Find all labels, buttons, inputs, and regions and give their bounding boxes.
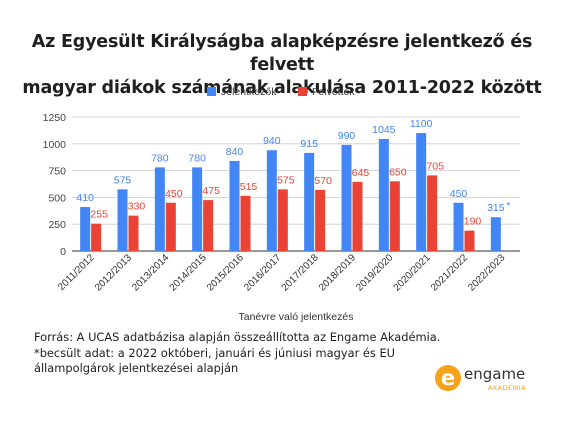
y-tick-label: 1250 bbox=[43, 112, 67, 124]
source-note: Forrás: A UCAS adatbázisa alapján összeá… bbox=[34, 330, 474, 377]
x-axis-title: Tanévre való jelentkezés bbox=[239, 311, 354, 323]
estimate-asterisk: * bbox=[506, 201, 510, 212]
bar-felvettek bbox=[389, 181, 400, 251]
bar-felvettek bbox=[203, 200, 214, 251]
bar-jelentkezok bbox=[266, 150, 277, 251]
data-label-felvettek: 255 bbox=[90, 209, 108, 221]
bar-jelentkezok bbox=[453, 202, 464, 251]
bar-felvettek bbox=[464, 230, 475, 251]
data-label-felvettek: 190 bbox=[464, 216, 482, 228]
y-tick-label: 750 bbox=[48, 166, 66, 178]
data-label-felvettek: 570 bbox=[314, 175, 332, 187]
bar-felvettek bbox=[240, 195, 251, 251]
data-label-felvettek: 450 bbox=[165, 188, 183, 200]
y-tick-label: 1000 bbox=[43, 139, 67, 151]
data-label-felvettek: 705 bbox=[426, 160, 444, 172]
x-tick-label: 2019/2020 bbox=[354, 252, 396, 294]
bar-jelentkezok bbox=[192, 167, 203, 251]
title-line-1: Az Egyesült Királyságba alapképzésre jel… bbox=[31, 32, 533, 75]
x-tick-label: 2014/2015 bbox=[168, 252, 210, 294]
data-label-jelentkezok: 1045 bbox=[372, 124, 396, 136]
bar-jelentkezok bbox=[80, 207, 91, 251]
x-tick-label: 2011/2012 bbox=[56, 252, 97, 293]
data-label-felvettek: 645 bbox=[352, 167, 370, 179]
logo-letter: e bbox=[441, 366, 455, 390]
y-tick-label: 500 bbox=[48, 192, 66, 204]
bar-felvettek bbox=[165, 202, 176, 251]
bar-chart: 0 250 500 750 1000 1250 410 255 2011/2012 575 330 2… bbox=[43, 86, 520, 323]
x-tick-label: 2020/2021 bbox=[392, 252, 434, 294]
data-label-jelentkezok: 450 bbox=[450, 188, 468, 200]
logo-circle bbox=[435, 365, 461, 391]
estimate-note: *becsült adat: a 2022 októberi, januári … bbox=[34, 345, 395, 376]
bar-jelentkezok bbox=[154, 167, 165, 251]
bar-felvettek bbox=[315, 189, 326, 251]
bar-felvettek bbox=[91, 223, 102, 251]
bar-felvettek bbox=[352, 181, 363, 251]
source-line: Forrás: A UCAS adatbázisa alapján összeá… bbox=[34, 330, 441, 344]
data-label-jelentkezok: 1100 bbox=[410, 118, 433, 130]
data-label-jelentkezok: 315 bbox=[487, 202, 505, 214]
y-tick-label: 0 bbox=[60, 246, 66, 258]
bar-felvettek bbox=[277, 189, 288, 251]
x-tick-label: 2022/2023 bbox=[466, 252, 508, 294]
engame-logo: e engame AKADÉMIA bbox=[435, 365, 526, 392]
bar-jelentkezok bbox=[416, 133, 427, 251]
data-label-jelentkezok: 915 bbox=[300, 138, 318, 150]
legend-swatch-felvettek bbox=[298, 87, 307, 96]
data-label-felvettek: 475 bbox=[202, 185, 220, 197]
data-label-jelentkezok: 990 bbox=[338, 130, 356, 142]
bar-jelentkezok bbox=[304, 152, 315, 251]
x-tick-label: 2015/2016 bbox=[205, 252, 247, 294]
data-label-jelentkezok: 940 bbox=[263, 135, 281, 147]
legend-label-felvettek: Felvettek bbox=[312, 86, 355, 98]
data-label-jelentkezok: 410 bbox=[76, 192, 94, 204]
x-tick-label: 2018/2019 bbox=[317, 252, 359, 294]
x-tick-label: 2012/2013 bbox=[93, 252, 135, 294]
data-label-jelentkezok: 780 bbox=[188, 152, 206, 164]
legend-swatch-jelentkezok bbox=[207, 87, 216, 96]
data-label-jelentkezok: 780 bbox=[151, 152, 169, 164]
bar-jelentkezok bbox=[117, 189, 128, 251]
bar-jelentkezok bbox=[229, 160, 240, 251]
x-tick-label: 2017/2018 bbox=[280, 252, 322, 294]
x-tick-label: 2021/2022 bbox=[429, 252, 471, 294]
bar-jelentkezok bbox=[341, 144, 352, 251]
data-label-felvettek: 330 bbox=[128, 201, 146, 213]
data-label-jelentkezok: 840 bbox=[226, 146, 244, 158]
data-label-felvettek: 650 bbox=[389, 166, 407, 178]
data-label-jelentkezok: 575 bbox=[114, 174, 132, 186]
data-label-felvettek: 575 bbox=[277, 174, 295, 186]
logo-sub: AKADÉMIA bbox=[488, 383, 526, 392]
chart-title: Az Egyesült Királyságba alapképzésre jel… bbox=[0, 31, 564, 100]
bar-jelentkezok bbox=[490, 217, 501, 251]
bar-felvettek bbox=[128, 215, 139, 251]
x-tick-label: 2016/2017 bbox=[242, 252, 284, 294]
data-label-felvettek: 515 bbox=[240, 181, 258, 193]
title-line-2: magyar diákok számának alakulása 2011-20… bbox=[22, 78, 542, 98]
x-tick-label: 2013/2014 bbox=[130, 252, 172, 294]
bar-felvettek bbox=[427, 175, 438, 251]
logo-name: engame bbox=[464, 365, 525, 383]
y-tick-label: 250 bbox=[48, 219, 66, 231]
bar-jelentkezok bbox=[378, 138, 389, 251]
legend-label-jelentkezok: Jelentkezők bbox=[221, 86, 277, 98]
